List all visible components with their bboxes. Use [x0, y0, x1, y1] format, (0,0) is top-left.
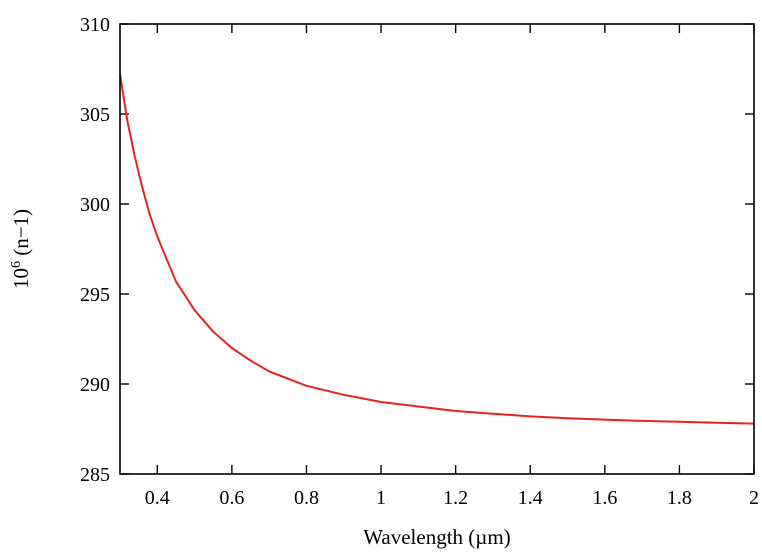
y-tick-label: 285 — [80, 464, 110, 486]
x-tick-label: 1.4 — [518, 487, 543, 509]
x-tick-label: 1.8 — [667, 487, 692, 509]
x-axis-title: Wavelength (µm) — [363, 525, 510, 549]
x-tick-label: 1.2 — [443, 487, 468, 509]
y-axis-title-base: 10 — [9, 268, 33, 289]
y-axis-title-rest: (n−1) — [9, 209, 33, 261]
x-tick-label: 2 — [749, 487, 759, 509]
x-tick-label: 1.6 — [592, 487, 617, 509]
y-tick-label: 305 — [80, 104, 110, 126]
x-tick-label: 0.4 — [145, 487, 170, 509]
y-axis-title-exponent: 6 — [9, 261, 24, 268]
y-tick-label: 310 — [80, 14, 110, 36]
x-tick-label: 1 — [376, 487, 386, 509]
x-tick-label: 0.6 — [219, 487, 244, 509]
y-tick-label: 290 — [80, 374, 110, 396]
x-tick-label: 0.8 — [294, 487, 319, 509]
y-tick-label: 295 — [80, 284, 110, 306]
series-line — [119, 74, 755, 425]
y-tick-label: 300 — [80, 194, 110, 216]
y-axis-title: 106 (n−1) — [9, 209, 33, 289]
plot-frame — [119, 23, 755, 475]
